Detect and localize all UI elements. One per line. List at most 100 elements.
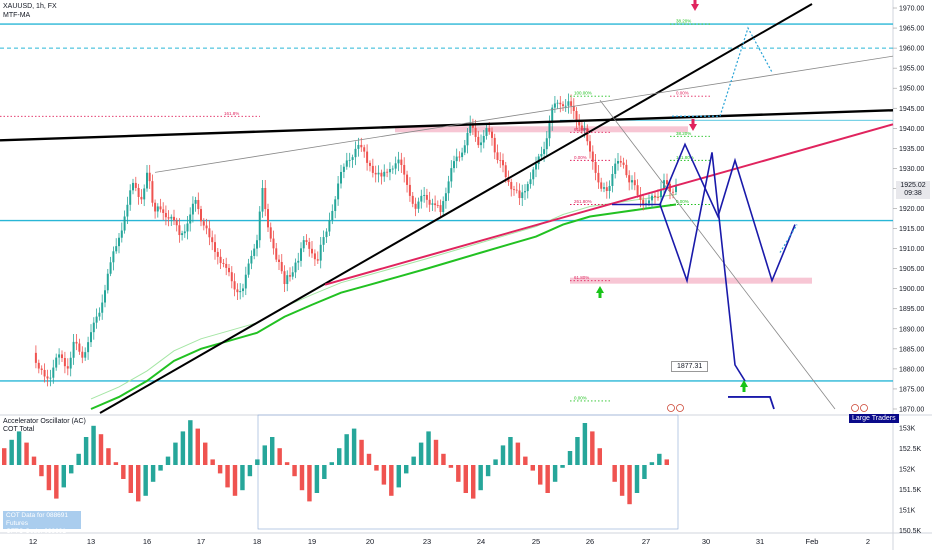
price-tick-label: 1905.00 xyxy=(899,266,924,273)
candle-body xyxy=(205,225,208,229)
time-tick-label: 23 xyxy=(423,537,431,546)
oscillator-bar xyxy=(69,465,74,474)
candle-body xyxy=(156,206,159,212)
oscillator-bar xyxy=(396,465,401,488)
candle-body xyxy=(625,164,628,176)
candle-body xyxy=(564,105,567,107)
price-tick-label: 1875.00 xyxy=(899,386,924,393)
candle-body xyxy=(239,291,242,293)
fib-level-label: 61.80% xyxy=(574,275,589,280)
candle-body xyxy=(660,189,662,198)
fib-level-label: 0.00% xyxy=(676,199,689,204)
oscillator-bar xyxy=(515,442,521,465)
candle-body xyxy=(283,271,286,285)
oscillator-bar xyxy=(381,465,387,485)
projection-box-line xyxy=(728,396,775,410)
candle-body xyxy=(474,127,477,137)
oscillator-bar xyxy=(389,465,394,496)
oscillator-bar xyxy=(188,420,193,465)
oscillator-bar xyxy=(649,462,655,465)
candle-body xyxy=(66,366,69,369)
candle-body xyxy=(337,183,340,200)
oscillator-bar xyxy=(538,465,543,485)
candle-body xyxy=(118,237,120,247)
candle-body xyxy=(202,221,205,226)
price-tick-label: 1935.00 xyxy=(899,146,924,153)
candle-body xyxy=(594,161,597,173)
candle-body xyxy=(388,169,391,173)
price-tick-label: 1880.00 xyxy=(899,366,924,373)
event-flag-icon xyxy=(676,404,684,412)
fib-level-label: 161.8% xyxy=(224,111,239,116)
candle-body xyxy=(194,199,197,204)
candle-body xyxy=(619,160,622,163)
oscillator-bar xyxy=(642,465,647,479)
candle-body xyxy=(351,157,354,160)
black-rising-trendline xyxy=(99,3,813,414)
candle-body xyxy=(264,188,267,210)
oscillator-bar xyxy=(634,465,640,493)
candle-body xyxy=(106,273,109,291)
oscillator-bar xyxy=(426,431,431,465)
time-tick-label: 19 xyxy=(308,537,316,546)
candle-body xyxy=(371,165,374,173)
large-traders-badge[interactable]: Large Traders xyxy=(849,414,899,423)
candle-body xyxy=(600,182,603,189)
oscillator-bar xyxy=(16,431,22,465)
candle-body xyxy=(170,216,173,219)
price-tick-label: 1960.00 xyxy=(899,46,924,53)
candle-body xyxy=(92,322,95,333)
price-tick-label: 1890.00 xyxy=(899,326,924,333)
candle-body xyxy=(132,182,134,191)
candle-body xyxy=(43,369,46,377)
oscillator-bar xyxy=(351,428,357,465)
oscillator-bar xyxy=(657,453,662,465)
candle-body xyxy=(342,166,345,172)
candle-body xyxy=(331,210,334,221)
time-tick-label: 12 xyxy=(29,537,37,546)
time-tick-label: 16 xyxy=(143,537,151,546)
price-tick-label: 1895.00 xyxy=(899,306,924,313)
oscillator-bar xyxy=(471,465,476,499)
candle-body xyxy=(453,161,455,169)
candle-body xyxy=(175,220,178,226)
fib-level-label: 61.80% xyxy=(574,127,589,132)
candle-body xyxy=(444,193,447,202)
candle-body xyxy=(95,316,98,323)
candle-body xyxy=(61,354,63,359)
oscillator-tick-label: 152K xyxy=(899,467,916,474)
oscillator-bar xyxy=(255,459,260,465)
candle-body xyxy=(482,135,485,143)
oscillator-bar xyxy=(106,448,111,465)
candle-body xyxy=(496,152,499,161)
oscillator-bar xyxy=(210,459,215,465)
candle-body xyxy=(84,352,87,358)
green-up-arrow-icon-2-stem xyxy=(742,387,746,392)
candle-body xyxy=(319,244,322,261)
candle-body xyxy=(675,186,677,193)
candle-body xyxy=(360,144,363,148)
candle-body xyxy=(78,343,81,352)
time-tick-label: 17 xyxy=(197,537,205,546)
projection-path-dotted-2 xyxy=(779,224,798,253)
candle-body xyxy=(510,182,513,190)
candle-body xyxy=(104,290,106,303)
oscillator-bar xyxy=(284,462,290,465)
last-price-value: 1925.02 xyxy=(900,182,926,189)
candle-body xyxy=(605,187,608,191)
candle-body xyxy=(499,160,502,161)
candle-body xyxy=(148,172,151,182)
oscillator-bar xyxy=(158,465,163,471)
candle-body xyxy=(214,242,216,252)
candle-body xyxy=(242,288,244,292)
price-tick-label: 1970.00 xyxy=(899,6,924,13)
fib-level-label: 0.00% xyxy=(574,395,587,400)
candle-body xyxy=(485,128,488,136)
oscillator-bar xyxy=(322,465,327,479)
candle-body xyxy=(575,110,578,122)
candle-body xyxy=(636,185,639,196)
candle-body xyxy=(391,168,394,170)
oscillator-bar xyxy=(619,465,625,496)
